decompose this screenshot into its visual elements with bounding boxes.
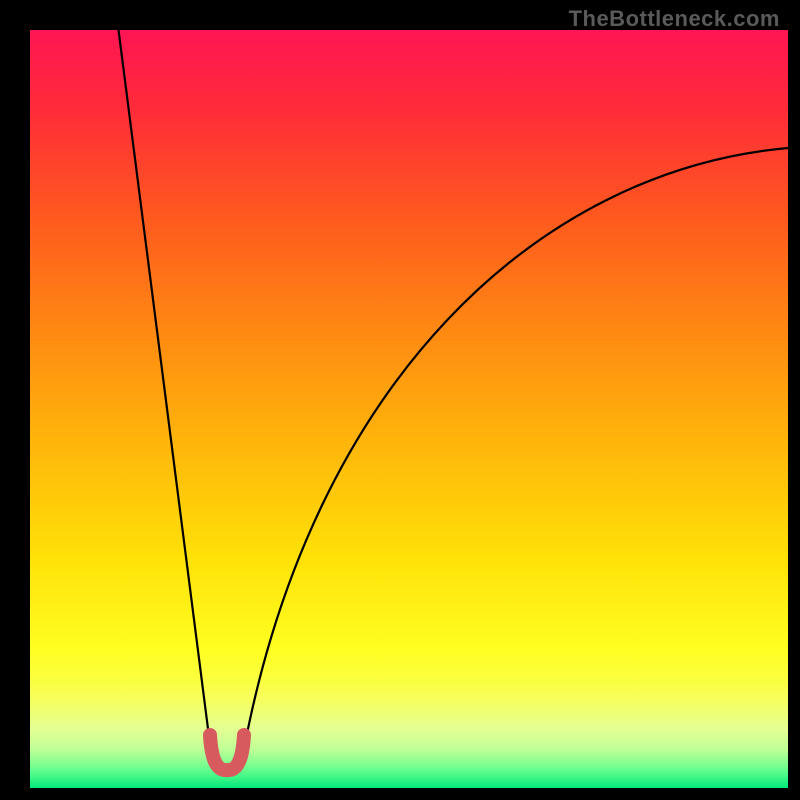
chart-stage: TheBottleneck.com <box>0 0 800 800</box>
watermark-text: TheBottleneck.com <box>569 6 780 32</box>
gradient-plot-area <box>30 30 788 788</box>
